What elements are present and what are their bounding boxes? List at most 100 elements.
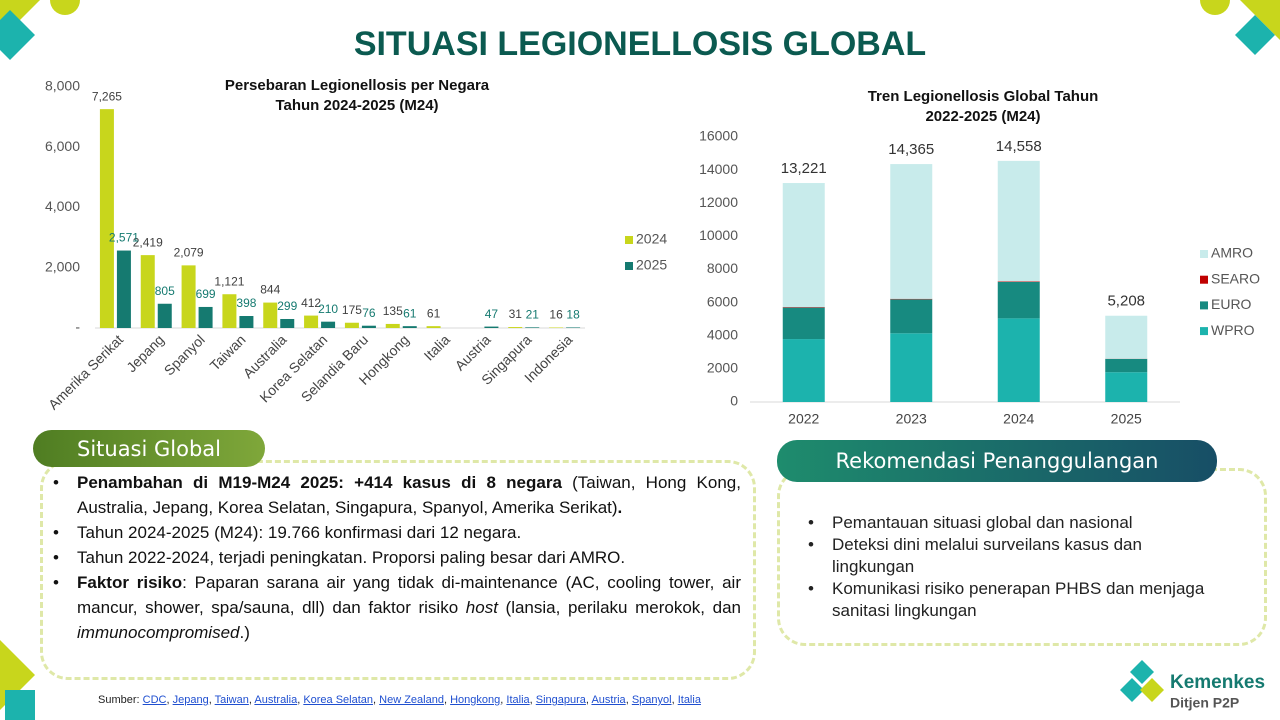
- bar: [280, 318, 295, 328]
- legend-label: EURO: [1211, 296, 1252, 312]
- x-tick-label: Jepang: [123, 331, 167, 375]
- bar-segment: [997, 318, 1040, 402]
- x-tick-label: Italia: [421, 331, 453, 363]
- country-chart: Persebaran Legionellosis per Negara Tahun…: [45, 77, 667, 413]
- bullet-list: Pemantauan situasi global dan nasionalDe…: [808, 512, 1228, 622]
- source-link[interactable]: Hongkong: [450, 694, 501, 706]
- bullet: Tahun 2024-2025 (M24): 19.766 konfirmasi…: [53, 520, 741, 545]
- chart-title: Tren Legionellosis Global Tahun: [868, 88, 1099, 105]
- trend-chart: Tren Legionellosis Global Tahun 2022-2025…: [699, 88, 1260, 427]
- bullet-list: Penambahan di M19-M24 2025: +414 kasus d…: [53, 470, 741, 645]
- bullet-text: host: [465, 598, 498, 617]
- y-tick-label: -: [75, 319, 80, 335]
- data-label: 2,419: [133, 235, 163, 249]
- bar: [222, 294, 237, 328]
- legend-label: SEARO: [1211, 270, 1260, 286]
- chart-title: Tahun 2024-2025 (M24): [275, 97, 438, 114]
- panel-title: Situasi Global: [33, 430, 265, 467]
- y-tick-label: 10000: [699, 227, 738, 243]
- bullet-text: (Taiwan, Hong Kong, Australia, Jepang, K…: [77, 473, 741, 517]
- panel-title: Rekomendasi Penanggulangan: [777, 440, 1217, 482]
- data-label: 412: [301, 296, 321, 310]
- source-link[interactable]: Italia: [506, 694, 530, 706]
- y-tick-label: 6,000: [45, 138, 80, 154]
- y-tick-label: 8,000: [45, 78, 80, 94]
- logo: Kemenkes Ditjen P2P: [1120, 660, 1265, 711]
- data-label: 76: [362, 306, 376, 320]
- source-link[interactable]: Australia: [254, 694, 298, 706]
- logo-unit: Ditjen P2P: [1170, 695, 1239, 711]
- source: Sumber: CDC, Jepang, Taiwan, Australia, …: [98, 694, 701, 706]
- legend-swatch: [1200, 275, 1208, 284]
- source-label: Sumber:: [98, 694, 140, 706]
- bullet: Faktor risiko: Paparan sarana air yang t…: [53, 570, 741, 645]
- y-tick-label: 4000: [707, 326, 738, 342]
- bar-segment: [890, 299, 933, 334]
- bullet-text: Tahun 2022-2024, terjadi peningkatan. Pr…: [77, 548, 626, 567]
- source-link[interactable]: Jepang: [172, 694, 209, 706]
- bar: [385, 323, 400, 328]
- y-tick-label: 0: [730, 393, 738, 409]
- bar: [181, 265, 196, 328]
- data-label: 135: [383, 304, 403, 318]
- bar: [263, 302, 278, 328]
- bar: [361, 325, 376, 328]
- bar-segment: [782, 307, 825, 340]
- data-label: 210: [318, 302, 338, 316]
- bullet: Tahun 2022-2024, terjadi peningkatan. Pr…: [53, 545, 741, 570]
- source-link[interactable]: Korea Selatan: [303, 694, 374, 706]
- total-label: 14,558: [996, 138, 1042, 155]
- source-link[interactable]: Italia: [677, 694, 701, 706]
- bullet: Penambahan di M19-M24 2025: +414 kasus d…: [53, 470, 741, 520]
- x-tick-label: 2022: [788, 411, 819, 427]
- source-link[interactable]: New Zealand: [379, 694, 444, 706]
- data-label: 175: [342, 303, 362, 317]
- y-tick-label: 2,000: [45, 258, 80, 274]
- data-label: 1,121: [214, 274, 244, 288]
- bar: [157, 303, 172, 328]
- total-label: 5,208: [1107, 293, 1145, 310]
- bullet: Komunikasi risiko penerapan PHBS dan men…: [808, 578, 1228, 622]
- panel-box: [40, 460, 756, 680]
- x-tick-label: Amerika Serikat: [45, 331, 126, 412]
- source-link[interactable]: Spanyol: [631, 694, 672, 706]
- chart-title: Persebaran Legionellosis per Negara: [225, 77, 490, 94]
- source-link[interactable]: Austria: [591, 694, 626, 706]
- source-link[interactable]: Singapura: [535, 694, 586, 706]
- source-link[interactable]: CDC: [142, 694, 167, 706]
- data-label: 299: [277, 299, 297, 313]
- data-label: 7,265: [92, 89, 122, 103]
- bar: [402, 326, 417, 328]
- y-tick-label: 16000: [699, 128, 738, 144]
- y-tick-label: 12000: [699, 194, 738, 210]
- legend-swatch: [625, 262, 633, 270]
- bar: [525, 327, 540, 328]
- data-label: 61: [427, 306, 441, 320]
- bar-segment: [782, 183, 825, 308]
- data-label: 398: [236, 296, 256, 310]
- bar-segment: [782, 339, 825, 402]
- x-tick-label: Spanyol: [161, 331, 208, 378]
- bar-segment: [997, 281, 1040, 319]
- x-tick-label: 2025: [1111, 411, 1142, 427]
- legend-swatch: [625, 236, 633, 244]
- chart-title: 2022-2025 (M24): [925, 108, 1040, 125]
- x-tick-label: 2023: [896, 411, 927, 427]
- legend-label: AMRO: [1211, 245, 1253, 261]
- bar: [99, 109, 114, 328]
- data-label: 47: [485, 307, 499, 321]
- bar-segment: [890, 333, 933, 402]
- data-label: 61: [403, 306, 417, 320]
- bullet-text: .): [239, 623, 250, 642]
- legend-swatch: [1200, 250, 1208, 258]
- data-label: 805: [155, 284, 175, 298]
- total-label: 14,365: [888, 141, 934, 158]
- bar: [508, 327, 523, 328]
- bar-segment: [997, 160, 1040, 282]
- data-label: 844: [260, 283, 280, 297]
- bar-segment: [890, 164, 933, 299]
- source-link[interactable]: Taiwan: [214, 694, 249, 706]
- total-label: 13,221: [781, 160, 827, 177]
- bar-segment: [1105, 372, 1148, 402]
